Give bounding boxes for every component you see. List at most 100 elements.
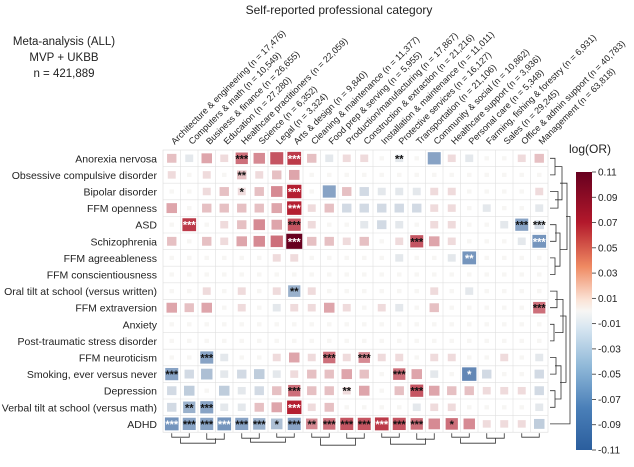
heatmap-cell [324,369,334,379]
colorbar-tick-label: -0.11 [598,446,620,457]
heatmap-cell [432,322,437,327]
significance-marker: *** [200,402,214,414]
heatmap-cell [502,205,507,211]
heatmap-cell [324,236,334,246]
heatmap-cell [414,272,419,277]
heatmap-cell [187,189,192,194]
heatmap-cell [187,288,192,294]
heatmap-cell [414,338,419,344]
heatmap-cell [342,154,351,163]
heatmap-cell [519,322,524,327]
heatmap-cell [395,220,404,229]
heatmap-cell [184,303,194,313]
heatmap-cell [535,204,544,212]
dendrogram-branch [486,433,505,439]
heatmap-cell [482,204,491,212]
heatmap-cell [237,403,246,412]
heatmap-cell [397,322,402,327]
heatmap-cell [430,403,439,412]
heatmap-cell [464,386,474,396]
heatmap-cell [323,351,336,364]
heatmap-cell [327,322,332,327]
heatmap-cell [379,322,384,327]
heatmap-cell [358,352,370,363]
heatmap-cell [204,272,209,277]
heatmap-cell [379,338,384,344]
heatmap-cell [165,367,179,381]
heatmap-cell [463,418,475,430]
heatmap-cell [467,355,472,360]
heatmap-cell [393,368,406,380]
heatmap-cell [484,172,489,178]
heatmap-cell [379,405,384,410]
row-label: FFM agreeableness [64,253,157,265]
heatmap-cell [254,386,264,396]
heatmap-cell [430,353,439,362]
row-label: ADHD [127,419,157,431]
heatmap-cell [374,417,389,431]
heatmap-cell [325,154,334,163]
significance-marker: *** [533,236,547,248]
heatmap-cell [430,187,439,196]
heatmap-cell [449,272,454,277]
dendrogram-branch [171,433,190,438]
heatmap-cell [274,272,279,277]
heatmap-cell [324,386,334,396]
heatmap-cell [183,401,196,414]
heatmap-cell [182,417,196,431]
heatmap-cell [307,204,316,212]
heatmap-cell [430,220,439,229]
heatmap-cell [379,288,384,294]
significance-marker: *** [288,220,302,232]
heatmap-cell [379,371,384,377]
row-labels: Anorexia nervosa Obsessive compulsive dis… [2,153,158,431]
heatmap-cell [537,172,542,178]
heatmap-cell [392,417,406,431]
heatmap-cell [534,220,544,230]
heatmap-cell [430,370,439,378]
heatmap-cell [271,203,282,214]
significance-marker: ** [290,286,299,298]
heatmap-cell [515,218,529,231]
heatmap-cell [182,218,197,232]
heatmap-cell [169,322,174,327]
heatmap-cell [257,305,262,310]
heatmap-cell [449,322,454,327]
heatmap-cell [467,305,472,310]
significance-marker: *** [358,353,372,365]
heatmap-cell [187,239,192,244]
heatmap-cell [502,288,507,294]
heatmap-cell [379,172,384,178]
heatmap-cell [288,285,301,297]
heatmap-cell [428,418,440,430]
heatmap-cell [379,272,384,277]
heatmap-cell [287,218,301,231]
heatmap-cell [289,352,300,363]
heatmap-cell [359,236,369,246]
heatmap-cell [257,322,262,327]
row-label: Smoking, ever versus never [27,369,158,381]
significance-marker: * [275,419,280,431]
heatmap-cell [169,338,174,344]
heatmap-cell [322,185,336,198]
heatmap-cell [169,272,174,277]
heatmap-cell [397,288,402,294]
heatmap-cell [200,401,214,414]
row-label: FFM extraversion [75,303,157,315]
heatmap-cell [184,385,195,396]
heatmap-cell [342,187,352,196]
heatmap-cell [292,322,297,327]
heatmap-cell [484,255,489,261]
row-label: Anxiety [123,319,158,331]
heatmap-cell [410,418,423,430]
significance-marker: *** [165,419,179,431]
heatmap-cell [272,353,281,362]
heatmap-cell [286,233,303,249]
heatmap-cell [379,388,384,393]
significance-marker: *** [200,353,214,365]
heatmap-cell [222,322,227,327]
heatmap-cell [534,153,544,163]
significance-marker: *** [288,153,302,165]
heatmap-cell [222,338,227,344]
heatmap-cell [362,288,367,294]
